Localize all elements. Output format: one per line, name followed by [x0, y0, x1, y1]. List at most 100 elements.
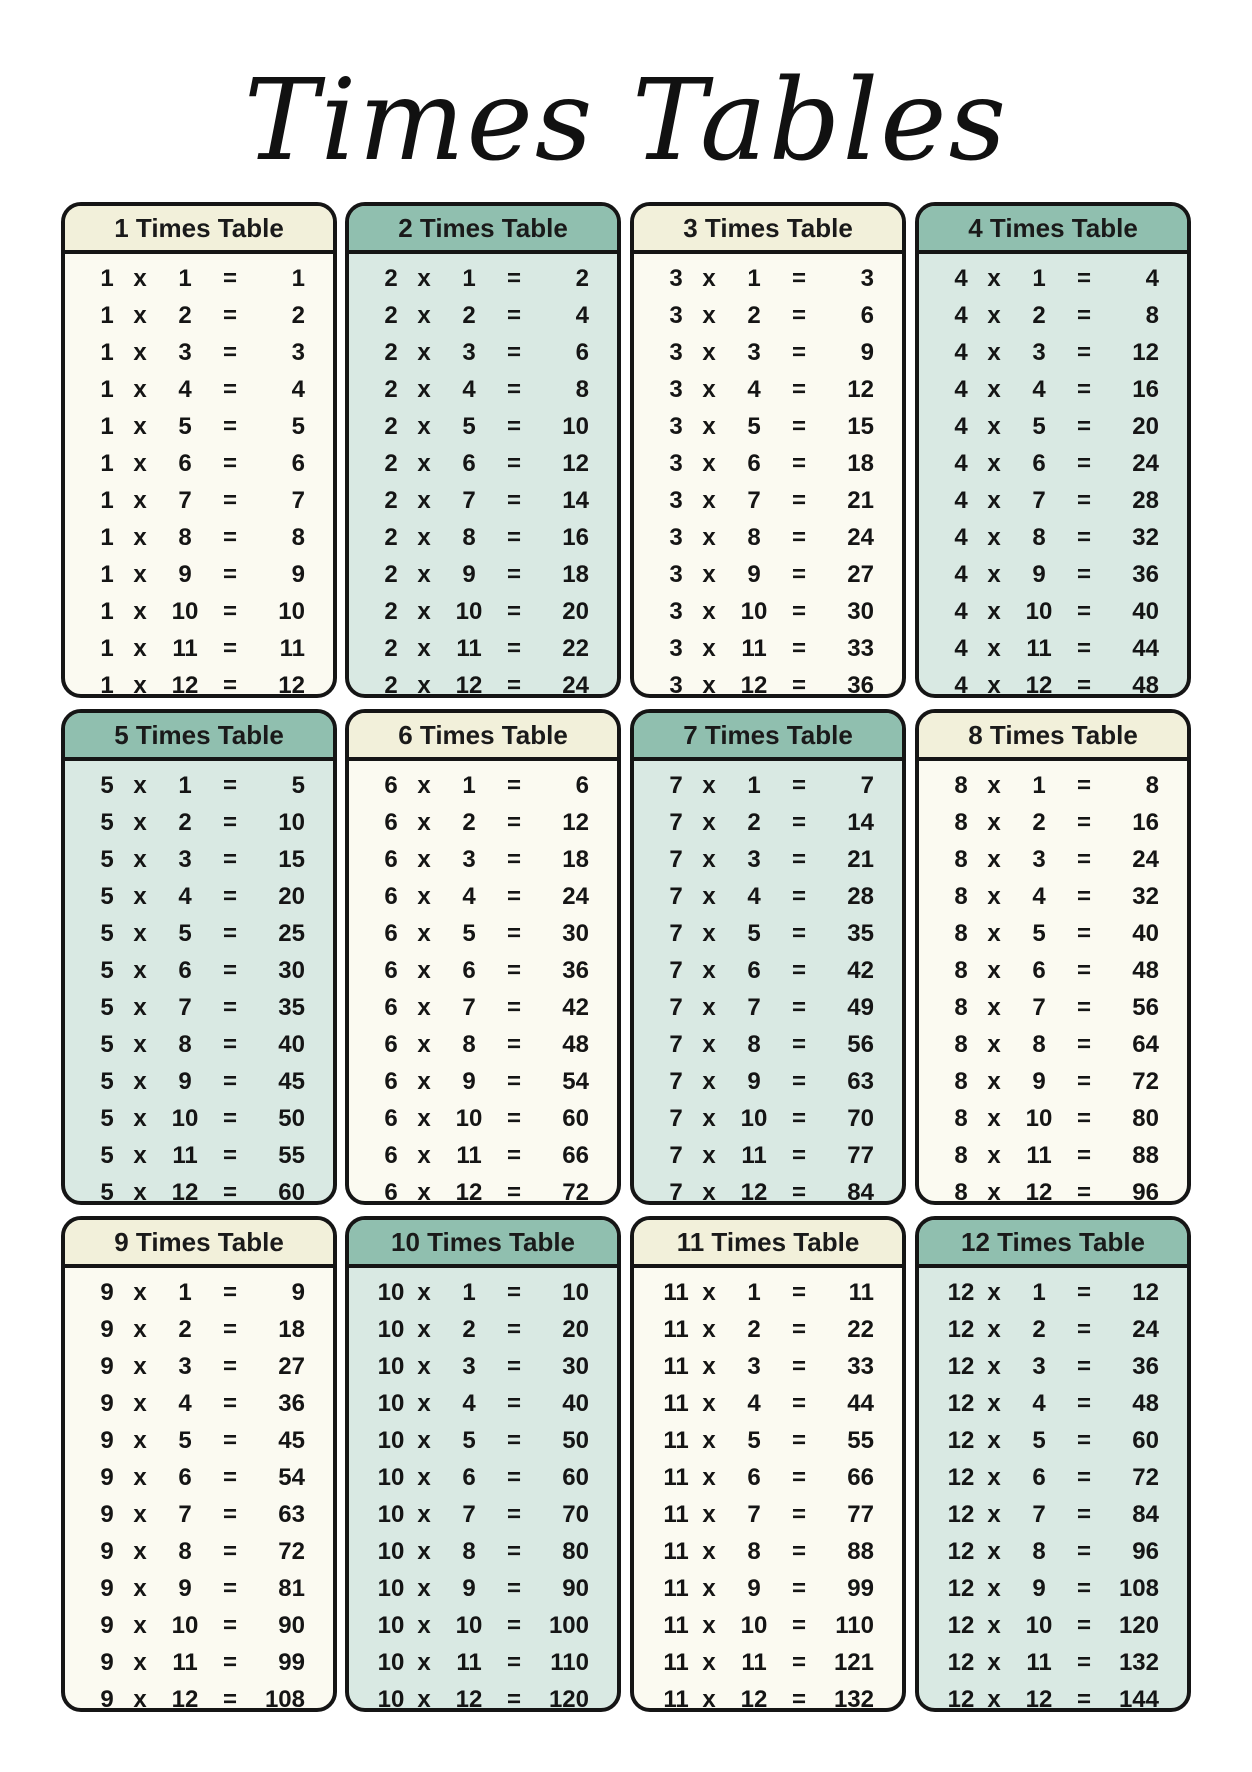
multiplicand: 4	[954, 302, 968, 329]
product: 5	[291, 772, 305, 799]
product: 24	[1132, 1316, 1159, 1343]
multiplicand: 9	[100, 1279, 114, 1306]
equals-sign: =	[506, 809, 521, 836]
equals-sign: =	[1076, 1649, 1091, 1676]
multiplicand: 7	[669, 1031, 683, 1058]
multiplicand: 6	[384, 994, 398, 1021]
product: 12	[562, 809, 589, 836]
multiplier: 11	[1026, 1142, 1052, 1169]
equals-sign: =	[1076, 1538, 1091, 1565]
multiplier: 11	[456, 1142, 482, 1169]
table-row: 7 x 10 = 70	[634, 1100, 902, 1137]
multiplicand: 5	[100, 772, 114, 799]
times-sign: x	[987, 376, 1001, 403]
product: 77	[847, 1501, 874, 1528]
multiplicand: 11	[663, 1575, 689, 1602]
equals-sign: =	[1076, 1464, 1091, 1491]
table-row: 6 x 12 = 72	[349, 1174, 617, 1205]
product: 48	[1132, 957, 1159, 984]
multiplicand: 7	[669, 883, 683, 910]
equals-sign: =	[222, 1501, 237, 1528]
equals-sign: =	[506, 1649, 521, 1676]
multiplier: 8	[462, 524, 476, 551]
multiplicand: 7	[669, 920, 683, 947]
equals-sign: =	[222, 772, 237, 799]
equals-sign: =	[506, 1279, 521, 1306]
table-row: 4 x 12 = 48	[919, 667, 1187, 694]
equals-sign: =	[791, 1279, 806, 1306]
product: 70	[847, 1105, 874, 1132]
times-sign: x	[417, 1179, 431, 1205]
times-sign: x	[702, 265, 716, 292]
table-row: 8 x 3 = 24	[919, 841, 1187, 878]
times-sign: x	[133, 450, 147, 477]
equals-sign: =	[1076, 1316, 1091, 1343]
times-sign: x	[133, 1316, 147, 1343]
table-row: 9 x 12 = 108	[65, 1681, 333, 1708]
equals-sign: =	[791, 772, 806, 799]
multiplicand: 9	[100, 1501, 114, 1528]
table-row: 1 x 10 = 10	[65, 593, 333, 630]
multiplier: 8	[747, 1031, 761, 1058]
equals-sign: =	[791, 376, 806, 403]
table-row: 10 x 5 = 50	[349, 1422, 617, 1459]
table-row: 2 x 10 = 20	[349, 593, 617, 630]
equals-sign: =	[791, 413, 806, 440]
multiplier: 11	[1026, 635, 1052, 662]
table-row: 3 x 9 = 27	[634, 556, 902, 593]
equals-sign: =	[1076, 772, 1091, 799]
equals-sign: =	[791, 1612, 806, 1639]
times-sign: x	[133, 487, 147, 514]
multiplier: 2	[462, 302, 476, 329]
product: 48	[1132, 1390, 1159, 1417]
product: 44	[847, 1390, 874, 1417]
times-sign: x	[133, 376, 147, 403]
multiplier: 5	[747, 413, 761, 440]
product: 24	[1132, 450, 1159, 477]
multiplicand: 8	[954, 846, 968, 873]
equals-sign: =	[222, 413, 237, 440]
times-sign: x	[133, 1279, 147, 1306]
times-table-card-3: 3 Times Table 3 x 1 = 3 3 x 2 = 6 3 x 3 = 9 3 x 4 = 12 3 x 5 = 15…	[630, 202, 906, 698]
multiplicand: 1	[100, 376, 114, 403]
table-row: 12 x 4 = 48	[919, 1385, 1187, 1422]
multiplier: 2	[462, 809, 476, 836]
product: 6	[575, 339, 589, 366]
times-sign: x	[133, 920, 147, 947]
table-row: 9 x 7 = 63	[65, 1496, 333, 1533]
times-table-card-1: 1 Times Table 1 x 1 = 1 1 x 2 = 2 1 x 3 = 3 1 x 4 = 4 1 x 5 = 5 1 x…	[61, 202, 337, 698]
multiplier: 5	[747, 1427, 761, 1454]
product: 84	[847, 1179, 874, 1205]
multiplicand: 6	[384, 772, 398, 799]
table-row: 5 x 11 = 55	[65, 1137, 333, 1174]
multiplier: 1	[462, 772, 476, 799]
multiplier: 3	[462, 846, 476, 873]
multiplier: 4	[1032, 883, 1046, 910]
multiplicand: 4	[954, 339, 968, 366]
table-rows: 2 x 1 = 2 2 x 2 = 4 2 x 3 = 6 2 x 4 = 8 2 x 5 = 10 2 x 6 = 12 2 x 7 = 14 2 x…	[349, 254, 617, 694]
multiplier: 12	[1025, 1686, 1053, 1712]
multiplier: 11	[456, 1649, 482, 1676]
equals-sign: =	[791, 1649, 806, 1676]
equals-sign: =	[791, 1464, 806, 1491]
times-table-card-4: 4 Times Table 4 x 1 = 4 4 x 2 = 8 4 x 3 = 12 4 x 4 = 16 4 x 5 = 2…	[915, 202, 1191, 698]
times-sign: x	[987, 1179, 1001, 1205]
multiplicand: 12	[947, 1316, 975, 1343]
product: 22	[562, 635, 589, 662]
table-row: 7 x 11 = 77	[634, 1137, 902, 1174]
product: 84	[1132, 1501, 1159, 1528]
equals-sign: =	[222, 994, 237, 1021]
multiplier: 11	[172, 635, 198, 662]
product: 40	[562, 1390, 589, 1417]
table-row: 7 x 9 = 63	[634, 1063, 902, 1100]
product: 100	[548, 1612, 589, 1639]
multiplier: 4	[462, 883, 476, 910]
multiplicand: 7	[669, 846, 683, 873]
equals-sign: =	[506, 561, 521, 588]
multiplicand: 3	[669, 598, 683, 625]
product: 24	[562, 883, 589, 910]
multiplicand: 6	[384, 1142, 398, 1169]
multiplier: 7	[178, 487, 192, 514]
multiplier: 12	[740, 1179, 768, 1205]
multiplicand: 10	[377, 1316, 405, 1343]
